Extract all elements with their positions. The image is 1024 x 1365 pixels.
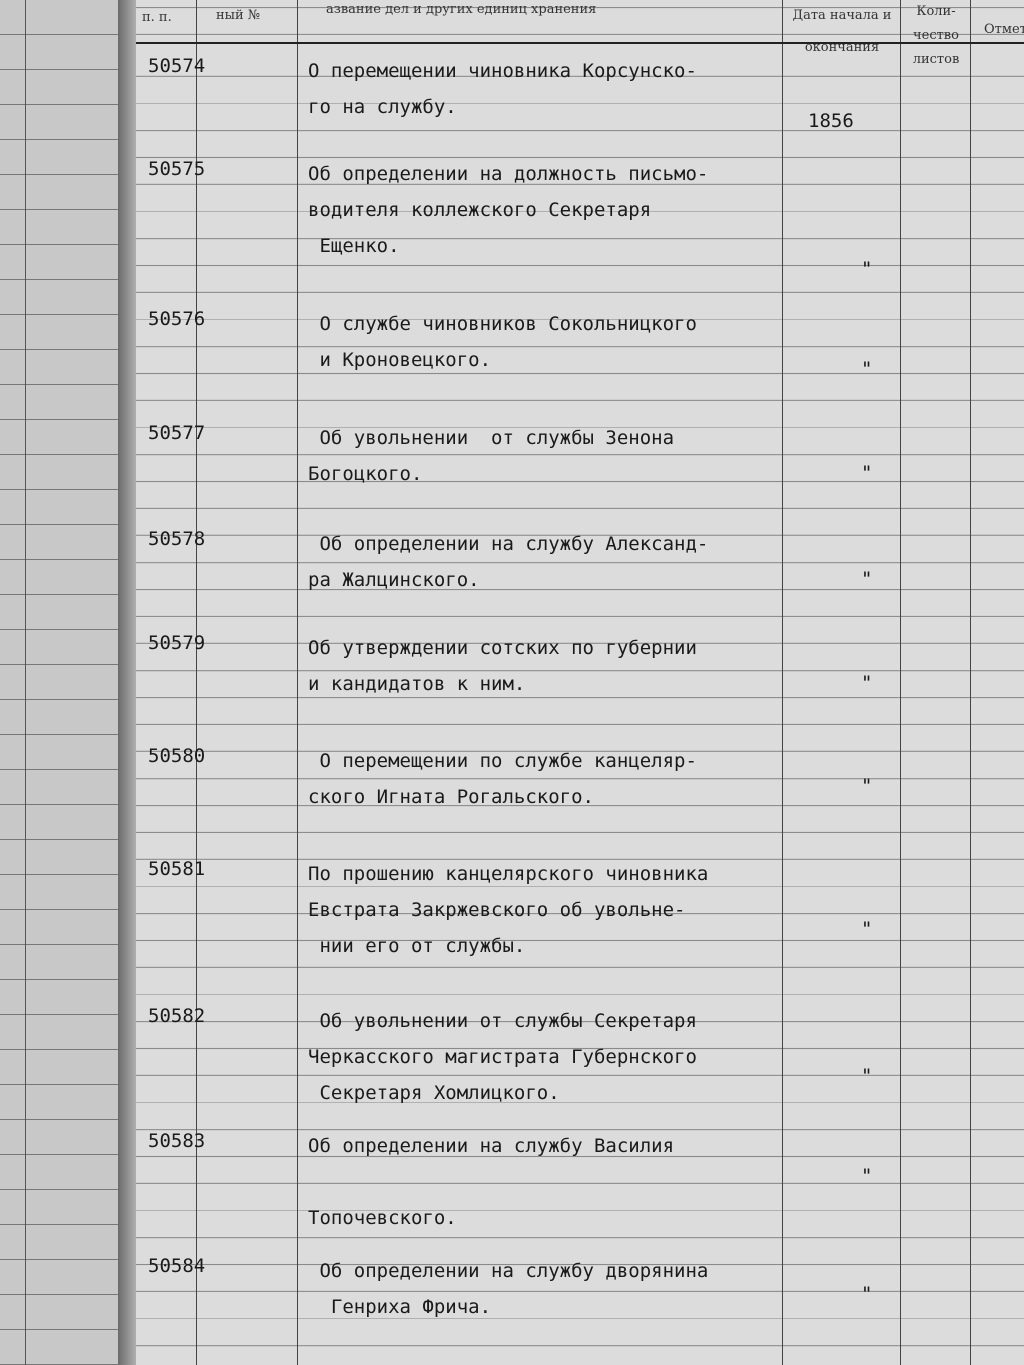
header-col-inv: ный №: [216, 8, 261, 23]
column-divider: [782, 0, 783, 1365]
inventory-page: п. п. ный № азвание дел и других единиц …: [136, 0, 1024, 1365]
row-date: ": [861, 462, 873, 484]
row-number: 50583: [148, 1130, 206, 1152]
header-rule: [136, 42, 1024, 44]
header-col-notes: Отмет: [984, 22, 1024, 37]
row-number: 50581: [148, 858, 206, 880]
column-divider: [196, 0, 197, 1365]
row-title: Об определении на должность письмо- води…: [308, 163, 709, 257]
column-divider: [297, 0, 298, 1365]
row-title: О перемещении по службе канцеляр- ского …: [308, 750, 697, 808]
row-number: 50577: [148, 422, 206, 444]
row-date: ": [861, 568, 873, 590]
header-col-num: п. п.: [142, 10, 172, 25]
row-title: Об утверждении сотских по губернии и кан…: [308, 637, 697, 695]
row-date: ": [861, 358, 873, 380]
row-date: ": [861, 258, 873, 280]
left-page-column-line: [25, 0, 26, 1365]
row-date: ": [861, 1283, 873, 1305]
left-page: [0, 0, 119, 1365]
row-date: ": [861, 1065, 873, 1087]
column-divider: [900, 0, 901, 1365]
row-title: Об определении на службу дворянина Генри…: [319, 1260, 709, 1318]
header-col-date: Дата начала и окончания: [792, 8, 892, 55]
row-number: 50575: [148, 158, 206, 180]
header-col-title: азвание дел и других единиц хранения: [326, 2, 597, 17]
row-number: 50584: [148, 1255, 206, 1277]
header-col-count: Коли- чество листов: [912, 4, 960, 67]
row-date: ": [861, 1165, 873, 1187]
row-title: О службе чиновников Сокольницкого и Крон…: [319, 313, 697, 371]
row-number: 50580: [148, 745, 206, 767]
row-title: Об определении на службу Александ- ра Жа…: [308, 533, 709, 591]
row-date: ": [861, 775, 873, 797]
row-number: 50582: [148, 1005, 206, 1027]
row-title: Об определении на службу Василия Топочев…: [308, 1135, 675, 1229]
row-number: 50578: [148, 528, 206, 550]
row-number: 50579: [148, 632, 206, 654]
row-title: Об увольнении от службы Секретаря Черкас…: [308, 1010, 697, 1104]
book-gutter: [118, 0, 138, 1365]
row-date: ": [861, 672, 873, 694]
row-date: ": [861, 918, 873, 940]
row-number: 50576: [148, 308, 206, 330]
column-divider: [970, 0, 971, 1365]
row-title: О перемещении чиновника Корсунско- го на…: [308, 60, 697, 118]
row-date: 1856: [808, 110, 854, 132]
row-number: 50574: [148, 55, 206, 77]
row-title: Об увольнении от службы Зенона Богоцкого…: [308, 427, 675, 485]
row-title: По прошению канцелярского чиновника Евст…: [308, 863, 709, 957]
